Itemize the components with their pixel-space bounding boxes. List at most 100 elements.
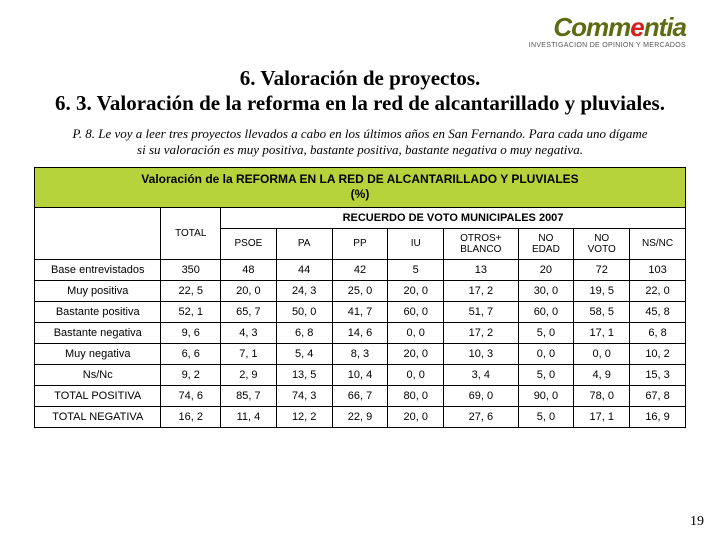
cell-value: 5, 0	[518, 364, 574, 385]
cell-value: 11, 4	[221, 406, 277, 427]
cell-value: 5, 0	[518, 322, 574, 343]
cell-value: 2, 9	[221, 364, 277, 385]
cell-value: 20, 0	[221, 280, 277, 301]
cell-total: 350	[161, 259, 221, 280]
cell-value: 5, 4	[276, 343, 332, 364]
col-iu: IU	[388, 228, 444, 259]
row-label: Muy positiva	[35, 280, 161, 301]
cell-value: 67, 8	[630, 385, 686, 406]
cell-value: 22, 0	[630, 280, 686, 301]
col-pp: PP	[332, 228, 388, 259]
row-label: Muy negativa	[35, 343, 161, 364]
cell-value: 10, 2	[630, 343, 686, 364]
cell-total: 74, 6	[161, 385, 221, 406]
cell-value: 65, 7	[221, 301, 277, 322]
cell-value: 16, 9	[630, 406, 686, 427]
row-header-blank	[35, 207, 161, 259]
col-psoe: PSOE	[221, 228, 277, 259]
cell-value: 27, 6	[444, 406, 518, 427]
cell-value: 69, 0	[444, 385, 518, 406]
brand-post: ntia	[644, 12, 686, 42]
cell-value: 3, 4	[444, 364, 518, 385]
question-text: P. 8. Le voy a leer tres proyectos lleva…	[70, 126, 650, 159]
table-row: TOTAL NEGATIVA16, 211, 412, 222, 920, 02…	[35, 406, 686, 427]
cell-value: 50, 0	[276, 301, 332, 322]
cell-value: 7, 1	[221, 343, 277, 364]
cell-value: 90, 0	[518, 385, 574, 406]
col-no-voto: NOVOTO	[574, 228, 630, 259]
cell-total: 52, 1	[161, 301, 221, 322]
row-label: Bastante negativa	[35, 322, 161, 343]
cell-value: 66, 7	[332, 385, 388, 406]
cell-value: 20, 0	[388, 343, 444, 364]
table-row: Bastante negativa9, 64, 36, 814, 60, 017…	[35, 322, 686, 343]
cell-value: 51, 7	[444, 301, 518, 322]
cell-value: 25, 0	[332, 280, 388, 301]
col-total: TOTAL	[161, 207, 221, 259]
cell-value: 14, 6	[332, 322, 388, 343]
cell-value: 60, 0	[388, 301, 444, 322]
cell-value: 24, 3	[276, 280, 332, 301]
cell-value: 74, 3	[276, 385, 332, 406]
cell-total: 16, 2	[161, 406, 221, 427]
col-no-edad: NOEDAD	[518, 228, 574, 259]
cell-value: 0, 0	[518, 343, 574, 364]
table-title-bar: Valoración de la REFORMA EN LA RED DE AL…	[35, 167, 686, 207]
cell-value: 15, 3	[630, 364, 686, 385]
cell-total: 9, 2	[161, 364, 221, 385]
table-row: Base entrevistados3504844425132072103	[35, 259, 686, 280]
cell-value: 44	[276, 259, 332, 280]
brand-logo-text: Commentia	[529, 14, 686, 40]
col-otrosplus-blanco: OTROS+BLANCO	[444, 228, 518, 259]
cell-value: 72	[574, 259, 630, 280]
cell-total: 6, 6	[161, 343, 221, 364]
cell-value: 6, 8	[276, 322, 332, 343]
table-row: Muy negativa6, 67, 15, 48, 320, 010, 30,…	[35, 343, 686, 364]
cell-value: 13	[444, 259, 518, 280]
cell-value: 10, 4	[332, 364, 388, 385]
cell-value: 4, 9	[574, 364, 630, 385]
cell-value: 0, 0	[388, 322, 444, 343]
cell-value: 20	[518, 259, 574, 280]
cell-value: 5	[388, 259, 444, 280]
cell-value: 17, 1	[574, 322, 630, 343]
results-table: Valoración de la REFORMA EN LA RED DE AL…	[34, 167, 686, 428]
page-number: 19	[690, 514, 704, 530]
row-label: Ns/Nc	[35, 364, 161, 385]
cell-value: 78, 0	[574, 385, 630, 406]
cell-value: 45, 8	[630, 301, 686, 322]
row-label: TOTAL POSITIVA	[35, 385, 161, 406]
cell-value: 20, 0	[388, 406, 444, 427]
cell-value: 41, 7	[332, 301, 388, 322]
cell-value: 42	[332, 259, 388, 280]
cell-value: 80, 0	[388, 385, 444, 406]
table-row: Ns/Nc9, 22, 913, 510, 40, 03, 45, 04, 91…	[35, 364, 686, 385]
cell-value: 19, 5	[574, 280, 630, 301]
cell-value: 4, 3	[221, 322, 277, 343]
cell-value: 58, 5	[574, 301, 630, 322]
row-label: Base entrevistados	[35, 259, 161, 280]
cell-value: 30, 0	[518, 280, 574, 301]
cell-value: 6, 8	[630, 322, 686, 343]
title-line-1: 6. Valoración de proyectos.	[34, 66, 686, 91]
cell-value: 22, 9	[332, 406, 388, 427]
cell-value: 20, 0	[388, 280, 444, 301]
brand-logo: Commentia INVESTIGACION DE OPINION Y MER…	[529, 14, 686, 49]
brand-tagline: INVESTIGACION DE OPINION Y MERCADOS	[529, 42, 686, 49]
cell-value: 85, 7	[221, 385, 277, 406]
table-row: TOTAL POSITIVA74, 685, 774, 366, 780, 06…	[35, 385, 686, 406]
cell-value: 60, 0	[518, 301, 574, 322]
table-row: Muy positiva22, 520, 024, 325, 020, 017,…	[35, 280, 686, 301]
cell-value: 0, 0	[574, 343, 630, 364]
brand-accent: e	[630, 12, 643, 42]
cell-value: 17, 2	[444, 322, 518, 343]
cell-value: 8, 3	[332, 343, 388, 364]
cell-total: 9, 6	[161, 322, 221, 343]
section-titles: 6. Valoración de proyectos. 6. 3. Valora…	[34, 66, 686, 116]
col-group-recall: RECUERDO DE VOTO MUNICIPALES 2007	[221, 207, 686, 228]
cell-value: 10, 3	[444, 343, 518, 364]
cell-value: 13, 5	[276, 364, 332, 385]
cell-value: 48	[221, 259, 277, 280]
cell-value: 17, 2	[444, 280, 518, 301]
row-label: TOTAL NEGATIVA	[35, 406, 161, 427]
